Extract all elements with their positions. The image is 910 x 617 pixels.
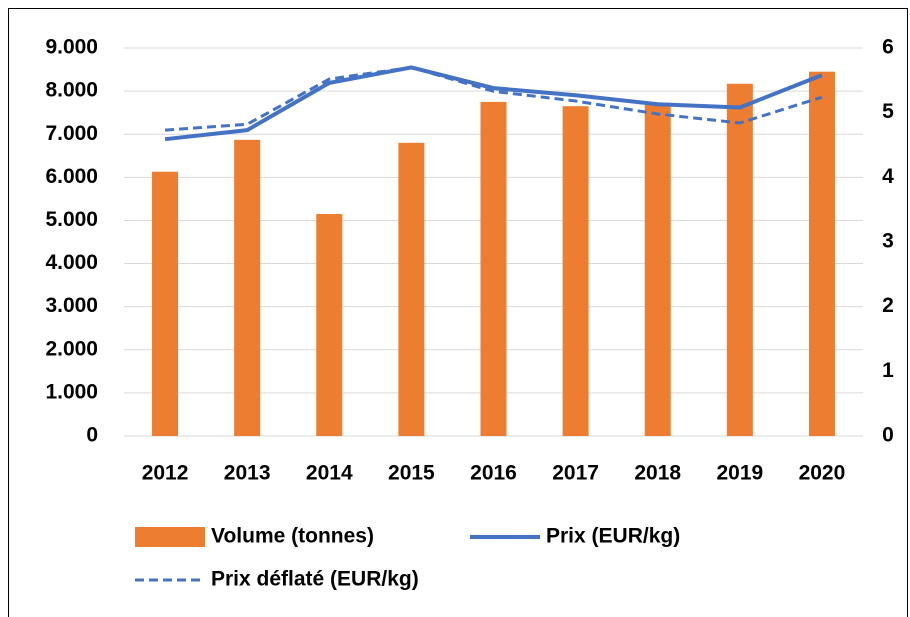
- x-tick-label: 2018: [634, 462, 681, 485]
- bar: [562, 106, 589, 436]
- y2-tick-label: 3: [882, 230, 894, 253]
- legend-label: Prix déflaté (EUR/kg): [211, 568, 419, 591]
- bar: [234, 139, 261, 436]
- y2-tick-label: 5: [882, 100, 894, 123]
- y2-tick-label: 2: [882, 294, 894, 317]
- line: [164, 65, 823, 142]
- y-tick-label: 0: [86, 424, 98, 447]
- x-tick-label: 2020: [799, 462, 846, 485]
- legend-label: Prix (EUR/kg): [546, 525, 680, 548]
- bar: [644, 102, 671, 437]
- legend-label: Volume (tonnes): [211, 525, 374, 548]
- bar: [808, 71, 835, 436]
- y-tick-label: 6.000: [45, 165, 98, 188]
- y2-tick-label: 0: [882, 424, 894, 447]
- y-tick-label: 8.000: [45, 79, 98, 102]
- x-tick-label: 2015: [388, 462, 435, 485]
- y-tick-label: 2.000: [45, 337, 98, 360]
- y-tick-label: 7.000: [45, 122, 98, 145]
- y2-tick-label: 6: [882, 36, 894, 59]
- bar: [480, 101, 507, 436]
- x-tick-label: 2019: [716, 462, 763, 485]
- line: [164, 65, 823, 132]
- y-tick-label: 4.000: [45, 251, 98, 274]
- bar: [152, 171, 179, 436]
- x-tick-label: 2016: [470, 462, 517, 485]
- x-tick-label: 2014: [306, 462, 353, 485]
- y-tick-label: 3.000: [45, 294, 98, 317]
- y-tick-label: 1.000: [45, 380, 98, 403]
- y-tick-label: 5.000: [45, 208, 98, 231]
- y2-tick-label: 4: [882, 165, 894, 188]
- bar: [398, 142, 425, 436]
- bar: [316, 213, 343, 436]
- x-tick-label: 2013: [224, 462, 271, 485]
- y2-tick-label: 1: [882, 359, 894, 382]
- chart-border: [8, 8, 908, 617]
- x-tick-label: 2017: [552, 462, 599, 485]
- legend-swatch: [135, 527, 205, 547]
- y-tick-label: 9.000: [45, 36, 98, 59]
- bar: [726, 83, 753, 436]
- x-tick-label: 2012: [142, 462, 189, 485]
